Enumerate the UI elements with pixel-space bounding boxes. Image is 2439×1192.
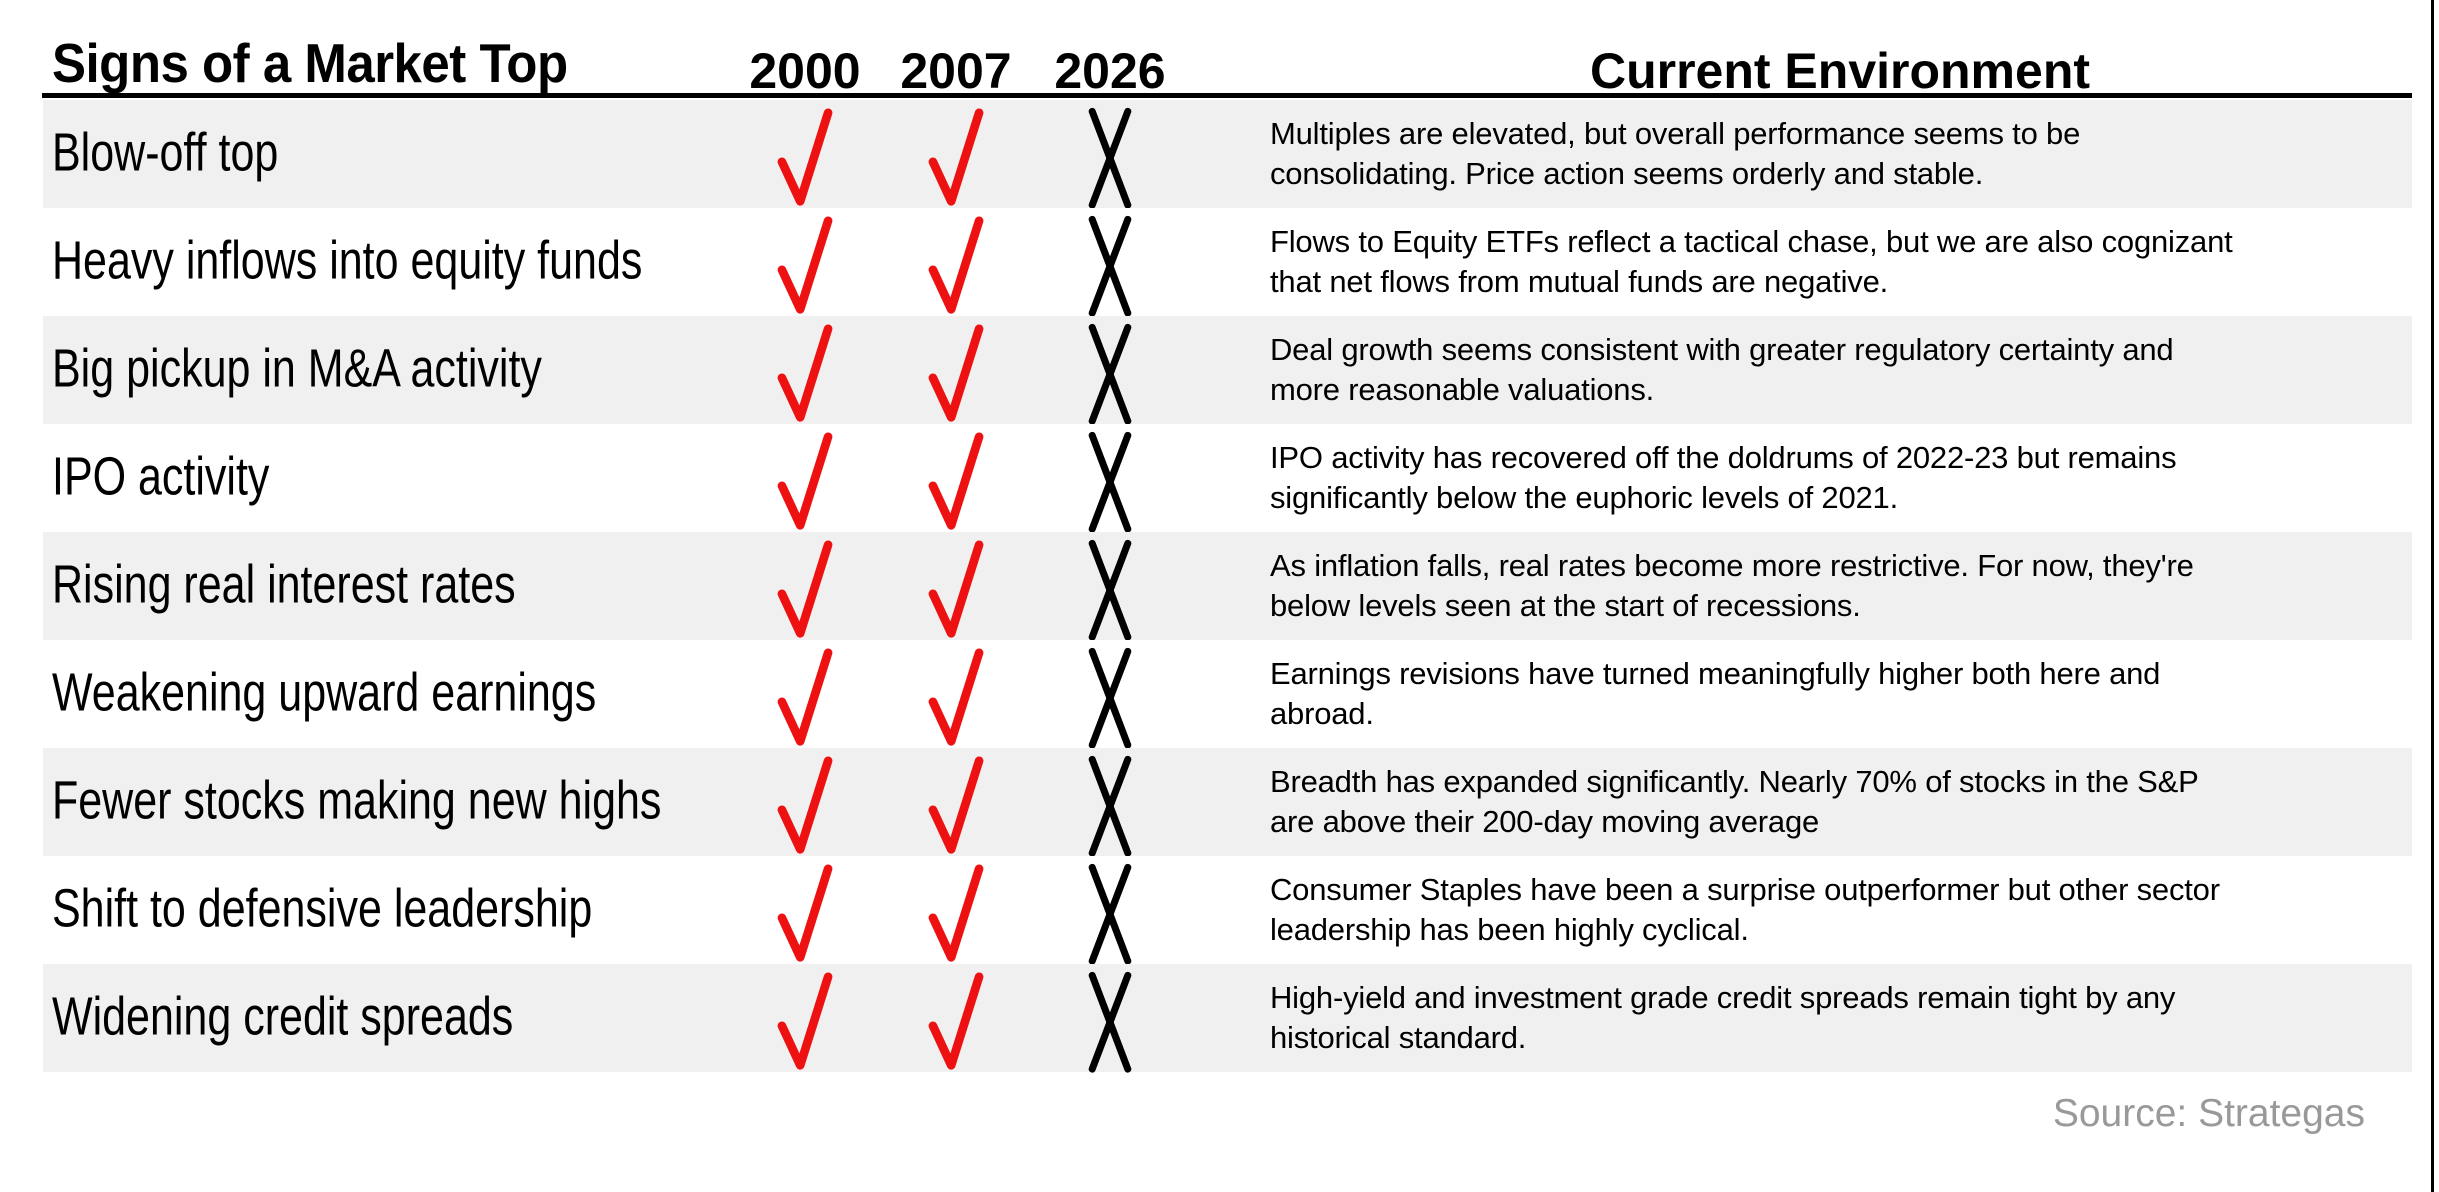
row-label: Heavy inflows into equity funds — [52, 231, 643, 292]
x-mark-cell — [1080, 321, 1140, 427]
check-mark-cell — [927, 864, 985, 964]
row-label: Blow-off top — [52, 123, 279, 184]
check-icon — [777, 864, 833, 962]
check-mark-cell — [927, 216, 985, 316]
x-mark-cell — [1080, 753, 1140, 859]
check-icon — [777, 216, 833, 314]
check-mark-cell — [776, 216, 834, 316]
row-label: Fewer stocks making new highs — [52, 771, 662, 832]
column-header-2007: 2007 — [900, 43, 1012, 99]
row-description: High-yield and investment grade credit s… — [1270, 980, 2176, 1055]
check-mark-cell — [927, 972, 985, 1072]
check-icon — [928, 216, 984, 314]
table-row: Widening credit spreads High-yield and in… — [43, 964, 2412, 1075]
x-mark-cell — [1080, 429, 1140, 535]
check-mark-cell — [776, 756, 834, 856]
row-label: IPO activity — [52, 447, 270, 508]
check-mark-cell — [776, 864, 834, 964]
check-icon — [777, 432, 833, 530]
table-row: Fewer stocks making new highs Breadth has… — [43, 748, 2412, 859]
header-divider-line — [42, 93, 2412, 98]
check-icon — [928, 324, 984, 422]
check-icon — [928, 864, 984, 962]
check-mark-cell — [927, 756, 985, 856]
row-label: Weakening upward earnings — [52, 663, 597, 724]
row-description: Earnings revisions have turned meaningfu… — [1270, 656, 2161, 731]
check-icon — [777, 540, 833, 638]
right-border-line — [2431, 0, 2434, 1192]
row-label: Rising real interest rates — [52, 555, 516, 616]
check-icon — [928, 756, 984, 854]
check-mark-cell — [776, 108, 834, 208]
row-label: Big pickup in M&A activity — [52, 339, 542, 400]
x-mark-cell — [1080, 645, 1140, 751]
row-description: As inflation falls, real rates become mo… — [1270, 548, 2194, 623]
row-label: Shift to defensive leadership — [52, 879, 593, 940]
page-title: Signs of a Market Top — [52, 32, 568, 94]
x-mark-cell — [1080, 105, 1140, 211]
check-mark-cell — [776, 540, 834, 640]
row-description: Multiples are elevated, but overall perf… — [1270, 116, 2081, 191]
check-mark-cell — [927, 324, 985, 424]
x-icon — [1088, 323, 1132, 425]
source-credit: Source: Strategas — [2052, 1092, 2365, 1135]
x-icon — [1088, 647, 1132, 749]
table-row: Heavy inflows into equity funds Flows to … — [43, 208, 2412, 319]
x-mark-cell — [1080, 537, 1140, 643]
x-icon — [1088, 971, 1132, 1073]
table-row: Rising real interest rates As inflation f… — [43, 532, 2412, 643]
check-icon — [777, 972, 833, 1070]
check-mark-cell — [927, 540, 985, 640]
table-row: Blow-off top Multiples are elevated, but … — [43, 100, 2412, 211]
check-mark-cell — [927, 648, 985, 748]
row-description: Flows to Equity ETFs reflect a tactical … — [1270, 224, 2233, 299]
check-icon — [928, 108, 984, 206]
row-description: Consumer Staples have been a surprise ou… — [1270, 872, 2220, 947]
x-mark-cell — [1080, 213, 1140, 319]
row-label: Widening credit spreads — [52, 987, 514, 1048]
row-description: IPO activity has recovered off the doldr… — [1270, 440, 2177, 515]
x-mark-cell — [1080, 861, 1140, 967]
check-mark-cell — [776, 432, 834, 532]
check-icon — [928, 648, 984, 746]
column-header-current-environment: Current Environment — [1589, 43, 2091, 99]
column-header-2000: 2000 — [749, 43, 861, 99]
row-description: Deal growth seems consistent with greate… — [1270, 332, 2174, 407]
x-icon — [1088, 863, 1132, 965]
table-row: Big pickup in M&A activity Deal growth se… — [43, 316, 2412, 427]
table-row: IPO activity IPO activity has recovered o… — [43, 424, 2412, 535]
table-row: Weakening upward earnings Earnings revisi… — [43, 640, 2412, 751]
table-row: Shift to defensive leadership Consumer St… — [43, 856, 2412, 967]
check-icon — [777, 108, 833, 206]
check-icon — [777, 648, 833, 746]
check-icon — [928, 540, 984, 638]
row-description: Breadth has expanded significantly. Near… — [1270, 764, 2199, 839]
column-header-2026: 2026 — [1054, 43, 1166, 99]
check-mark-cell — [776, 972, 834, 1072]
check-icon — [777, 324, 833, 422]
x-icon — [1088, 215, 1132, 317]
check-mark-cell — [927, 432, 985, 532]
x-icon — [1088, 539, 1132, 641]
x-icon — [1088, 755, 1132, 857]
check-mark-cell — [776, 648, 834, 748]
table-body: Blow-off top Multiples are elevated, but … — [43, 100, 2412, 1075]
x-mark-cell — [1080, 969, 1140, 1075]
x-icon — [1088, 107, 1132, 209]
check-mark-cell — [776, 324, 834, 424]
x-icon — [1088, 431, 1132, 533]
check-icon — [777, 756, 833, 854]
check-icon — [928, 432, 984, 530]
check-icon — [928, 972, 984, 1070]
check-mark-cell — [927, 108, 985, 208]
